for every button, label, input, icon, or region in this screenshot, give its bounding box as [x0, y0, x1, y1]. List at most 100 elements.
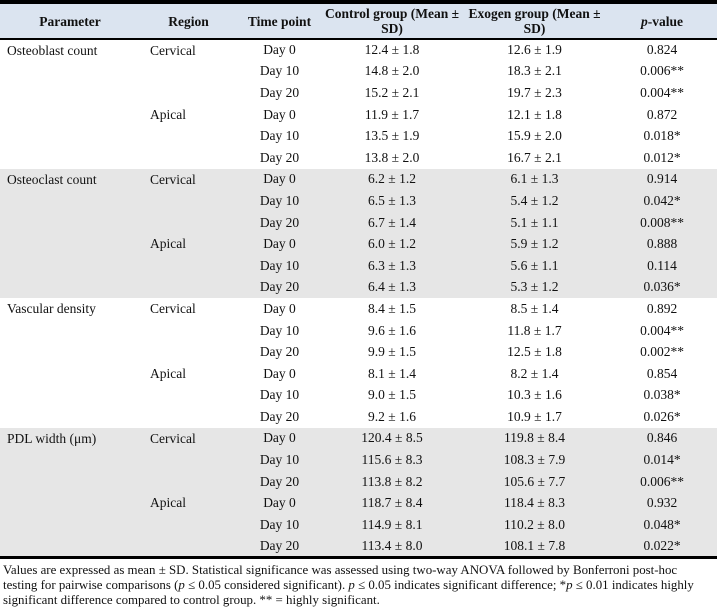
footnote-segment: ≤ 0.05 indicates significant difference;…: [354, 577, 567, 592]
control-value-cell: 6.5 ± 1.3: [322, 190, 462, 212]
time-cell: Day 0: [237, 427, 322, 450]
time-cell: Day 20: [237, 470, 322, 493]
control-value-cell: 8.1 ± 1.4: [368, 365, 416, 381]
region-cell: Apical: [150, 106, 186, 122]
time-cell: Day 10: [259, 322, 300, 338]
table-row: Osteoclast count Cervical Day 0 6.2 ± 1.2 6.…: [0, 168, 717, 299]
param-cell: Vascular density: [7, 301, 96, 317]
p-value-cell: 0.914: [607, 168, 717, 191]
time-cell: Day 20: [259, 149, 300, 165]
region-cell: Apical: [150, 365, 186, 381]
p-value-cell: 0.038*: [643, 387, 681, 403]
table-row: Day 20 6.7 ± 1.4 5.1 ± 1.1 0.008**: [0, 211, 717, 234]
p-value-cell: 0.048*: [607, 514, 717, 536]
region-header: Region: [140, 2, 237, 40]
exogen-value-cell: 108.1 ± 7.8: [462, 535, 607, 558]
table-row: Day 20 13.8 ± 2.0 16.7 ± 2.1 0.012*: [0, 147, 717, 169]
p-value-cell: 0.022*: [607, 535, 717, 558]
table-row: Day 10 9.6 ± 1.6 11.8 ± 1.7 0.004**: [0, 320, 717, 342]
footnote-italic-segment: p: [566, 577, 573, 592]
p-value-cell: 0.824: [646, 42, 678, 58]
p-value-cell: 0.018*: [643, 128, 681, 144]
exogen-value-cell: 11.8 ± 1.7: [507, 322, 562, 338]
exogen-value-cell: 8.2 ± 1.4: [510, 365, 559, 381]
time-cell: Day 20: [237, 535, 322, 558]
p-value-header-rest: -value: [647, 13, 683, 29]
time-cell: Day 0: [237, 168, 322, 191]
table-row: Day 20 9.2 ± 1.6 10.9 ± 1.7 0.026*: [0, 406, 717, 428]
time-cell: Day 10: [237, 449, 322, 471]
time-cell: Day 20: [259, 84, 300, 100]
param-cell: Osteoblast count: [7, 43, 98, 58]
exogen-value-cell: 12.1 ± 1.8: [507, 106, 562, 122]
control-value-cell: 115.6 ± 8.3: [322, 449, 462, 471]
control-value-cell: 6.4 ± 1.3: [322, 276, 462, 299]
exogen-value-cell: 10.3 ± 1.6: [507, 387, 562, 403]
time-cell: Day 10: [237, 514, 322, 536]
table-row: Day 10 6.3 ± 1.3 5.6 ± 1.1 0.114: [0, 254, 717, 277]
time-cell: Day 20: [237, 276, 322, 299]
p-value-cell: 0.042*: [607, 190, 717, 212]
time-cell: Day 20: [259, 408, 300, 424]
time-cell: Day 20: [237, 211, 322, 234]
control-value-cell: 6.3 ± 1.3: [322, 254, 462, 277]
p-value-cell: 0.004**: [640, 84, 684, 100]
region-cell: Apical: [140, 492, 237, 558]
time-cell: Day 20: [259, 344, 300, 360]
region-cell: Cervical: [140, 427, 237, 493]
region-cell: Cervical: [140, 168, 237, 234]
control-value-cell: 12.4 ± 1.8: [364, 42, 420, 58]
control-value-cell: 118.7 ± 8.4: [322, 492, 462, 515]
exogen-value-cell: 5.9 ± 1.2: [462, 233, 607, 255]
p-value-cell: 0.872: [646, 106, 678, 122]
footnote: Values are expressed as mean ± SD. Stati…: [0, 559, 717, 609]
p-value-cell: 0.006**: [640, 63, 684, 79]
table-row: Day 20 9.9 ± 1.5 12.5 ± 1.8 0.002**: [0, 341, 717, 363]
time-cell: Day 0: [263, 365, 296, 381]
p-value-cell: 0.008**: [607, 211, 717, 234]
p-value-cell: 0.892: [646, 300, 678, 316]
table-row: Day 10 115.6 ± 8.3 108.3 ± 7.9 0.014*: [0, 449, 717, 471]
footnote-segment: ≤ 0.05 considered significant).: [184, 577, 349, 592]
table-row: Day 10 13.5 ± 1.9 15.9 ± 2.0 0.018*: [0, 125, 717, 147]
p-value-cell: 0.846: [607, 427, 717, 450]
control-value-cell: 14.8 ± 2.0: [364, 63, 420, 79]
control-value-cell: 11.9 ± 1.7: [364, 106, 420, 122]
table-header: Parameter Region Time point Control grou…: [0, 2, 717, 40]
table-row: Vascular density Cervical Day 0 8.4 ± 1.5 8.…: [0, 298, 717, 320]
param-cell: PDL width (μm): [0, 427, 140, 558]
exogen-value-cell: 5.4 ± 1.2: [462, 190, 607, 212]
time-cell: Day 10: [259, 63, 300, 79]
exogen-value-cell: 18.3 ± 2.1: [507, 63, 562, 79]
table-row: Day 10 14.8 ± 2.0 18.3 ± 2.1 0.006**: [0, 61, 717, 83]
time-cell: Day 10: [259, 387, 300, 403]
table-row: Day 20 15.2 ± 2.1 19.7 ± 2.3 0.004**: [0, 82, 717, 104]
time-cell: Day 0: [237, 492, 322, 515]
exogen-value-cell: 12.5 ± 1.8: [507, 344, 562, 360]
table-row: Day 10 9.0 ± 1.5 10.3 ± 1.6 0.038*: [0, 385, 717, 407]
control-value-cell: 6.0 ± 1.2: [322, 233, 462, 255]
time-cell: Day 0: [237, 233, 322, 255]
exogen-value-cell: 19.7 ± 2.3: [507, 84, 562, 100]
region-cell: Cervical: [150, 43, 196, 58]
p-value-cell: 0.014*: [607, 449, 717, 471]
exogen-value-cell: 108.3 ± 7.9: [462, 449, 607, 471]
exogen-value-cell: 8.5 ± 1.4: [510, 300, 559, 316]
control-value-cell: 8.4 ± 1.5: [368, 300, 416, 316]
table-row: PDL width (μm) Cervical Day 0 120.4 ± 8.5 11…: [0, 427, 717, 558]
control-value-cell: 9.6 ± 1.6: [368, 322, 416, 338]
exogen-value-cell: 5.1 ± 1.1: [462, 211, 607, 234]
p-value-cell: 0.854: [646, 365, 678, 381]
p-value-cell: 0.888: [607, 233, 717, 255]
footnote-italic-segment: p: [348, 577, 355, 592]
parameter-header: Parameter: [0, 2, 140, 40]
exogen-value-cell: 105.6 ± 7.7: [462, 470, 607, 493]
control-value-cell: 9.9 ± 1.5: [368, 344, 416, 360]
table-row: Day 10 114.9 ± 8.1 110.2 ± 8.0 0.048*: [0, 514, 717, 536]
param-cell: Osteoclast count: [0, 168, 140, 299]
table-body: Osteoblast count Cervical Day 0 12.4 ± 1.8 1…: [0, 39, 717, 558]
time-cell: Day 0: [263, 42, 296, 58]
control-value-cell: 6.7 ± 1.4: [322, 211, 462, 234]
p-value-cell: 0.932: [607, 492, 717, 515]
p-value-cell: 0.026*: [643, 408, 681, 424]
